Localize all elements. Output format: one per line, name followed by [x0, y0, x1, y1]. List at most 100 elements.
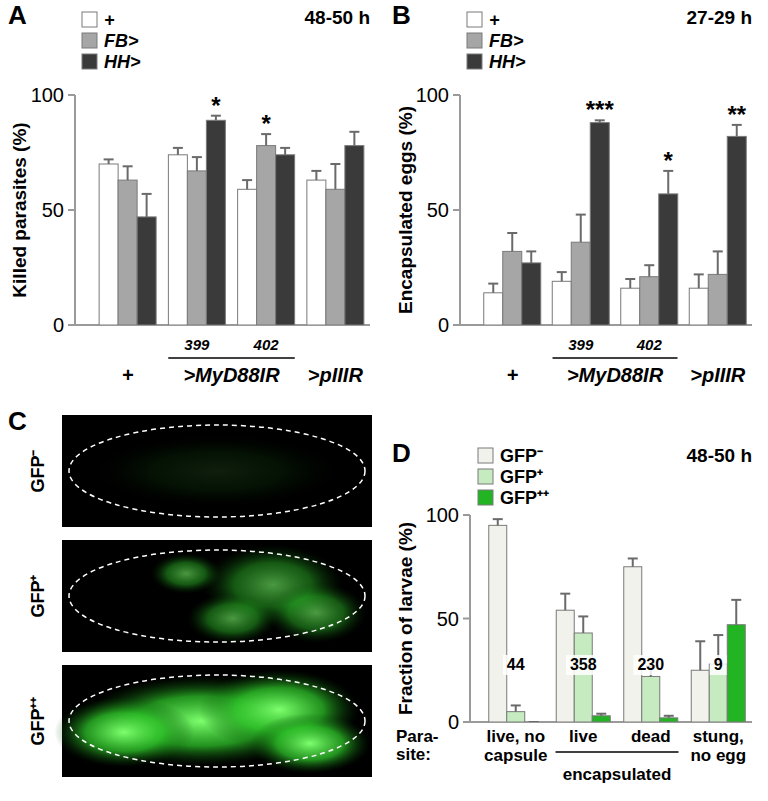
bar	[640, 277, 659, 325]
label-line: dead	[631, 727, 671, 746]
category-label: >pIIIR	[308, 364, 364, 386]
error-bar	[694, 274, 704, 288]
bar	[206, 120, 225, 325]
y-tick-label: 100	[31, 84, 64, 106]
bar	[642, 676, 660, 722]
legend-label: GFP⁺	[500, 467, 543, 487]
count-label: 9	[714, 656, 723, 673]
bar	[552, 281, 571, 325]
error-bar	[511, 705, 521, 711]
error-cap	[578, 615, 588, 617]
significance: *	[211, 92, 221, 119]
bar	[276, 155, 295, 325]
error-line	[564, 594, 566, 611]
error-line	[353, 132, 355, 146]
category-label: >pIIIR	[690, 364, 746, 386]
category-label: +	[122, 364, 134, 386]
error-cap	[557, 271, 567, 273]
error-cap	[349, 131, 359, 133]
bar	[345, 146, 364, 325]
bar	[238, 189, 257, 325]
error-cap	[330, 163, 340, 165]
error-line	[246, 180, 248, 189]
bar	[574, 633, 592, 722]
error-cap	[664, 715, 674, 717]
legend-swatch	[478, 469, 493, 484]
error-bar	[488, 284, 498, 293]
marks	[489, 519, 746, 722]
figure: A48-50 hKilled parasites (%)050100+FB>HH…	[0, 0, 768, 801]
error-bar	[625, 279, 635, 288]
y-tick	[463, 514, 470, 516]
count-label: 44	[507, 656, 525, 673]
y-tick	[68, 324, 75, 326]
error-line	[196, 157, 198, 171]
significance: *	[261, 110, 271, 137]
y-tick-label: 0	[53, 314, 64, 336]
error-line	[699, 641, 701, 670]
error-bar	[192, 157, 202, 171]
error-bar	[242, 180, 252, 189]
x-axis-label: Para-	[396, 727, 439, 746]
y-axis-label: Encapsulated eggs (%)	[395, 106, 416, 314]
subtitle: 48-50 h	[687, 445, 752, 466]
label-line: 402	[253, 336, 280, 353]
bar	[727, 625, 745, 722]
fluorescence	[188, 593, 278, 643]
error-cap	[123, 165, 133, 167]
legend-label: GFP⁻	[500, 446, 543, 466]
y-tick	[453, 324, 460, 326]
panel-letter: A	[8, 0, 27, 30]
bar	[118, 180, 137, 325]
marks	[99, 116, 364, 325]
y-tick	[68, 209, 75, 211]
error-bar	[596, 714, 606, 716]
larva-outline	[69, 425, 365, 517]
label-line: >pIIIR	[690, 364, 746, 386]
y-axis-label: Fraction of larvae (%)	[395, 522, 416, 715]
error-bar	[280, 148, 290, 155]
legend-label: HH>	[489, 52, 526, 72]
label-line: 402	[636, 336, 663, 353]
label-line: +	[506, 364, 518, 386]
error-cap	[731, 599, 741, 601]
larva-outline	[69, 675, 365, 767]
count-label: 230	[637, 656, 664, 673]
bar	[689, 288, 708, 325]
image-label: GFP⁻	[28, 449, 48, 492]
error-cap	[526, 250, 536, 252]
error-line	[315, 171, 317, 180]
group-label: >MyD88IR	[183, 364, 280, 386]
error-line	[580, 215, 582, 243]
error-cap	[576, 214, 586, 216]
y-tick	[453, 209, 460, 211]
error-bar	[507, 233, 517, 251]
legend-swatch	[467, 33, 482, 48]
image-label: GFP⁺	[28, 574, 48, 617]
error-line	[492, 284, 494, 293]
error-bar	[493, 519, 503, 525]
error-bar	[644, 265, 654, 277]
error-line	[698, 274, 700, 288]
error-cap	[625, 278, 635, 280]
error-cap	[695, 640, 705, 642]
bar	[489, 525, 507, 722]
error-line	[530, 251, 532, 263]
category-label: 399	[568, 336, 594, 353]
label-line: capsule	[484, 746, 547, 765]
error-bar	[560, 594, 570, 611]
y-tick-label: 100	[426, 504, 459, 526]
error-bar	[173, 148, 183, 155]
y-tick-label: 0	[448, 711, 459, 733]
error-line	[127, 166, 129, 180]
category-label: dead	[631, 727, 671, 746]
error-line	[511, 233, 513, 251]
panel: D48-50 hFraction of larvae (%)050100GFP⁻…	[392, 438, 752, 784]
image-panel: CGFP⁻GFP⁺GFP⁺⁺	[8, 406, 372, 777]
error-bar	[695, 641, 705, 670]
fluorescence	[97, 436, 337, 506]
legend-swatch	[467, 54, 482, 69]
image-label: GFP⁺⁺	[28, 696, 48, 745]
legend-swatch	[478, 490, 493, 505]
error-cap	[560, 593, 570, 595]
